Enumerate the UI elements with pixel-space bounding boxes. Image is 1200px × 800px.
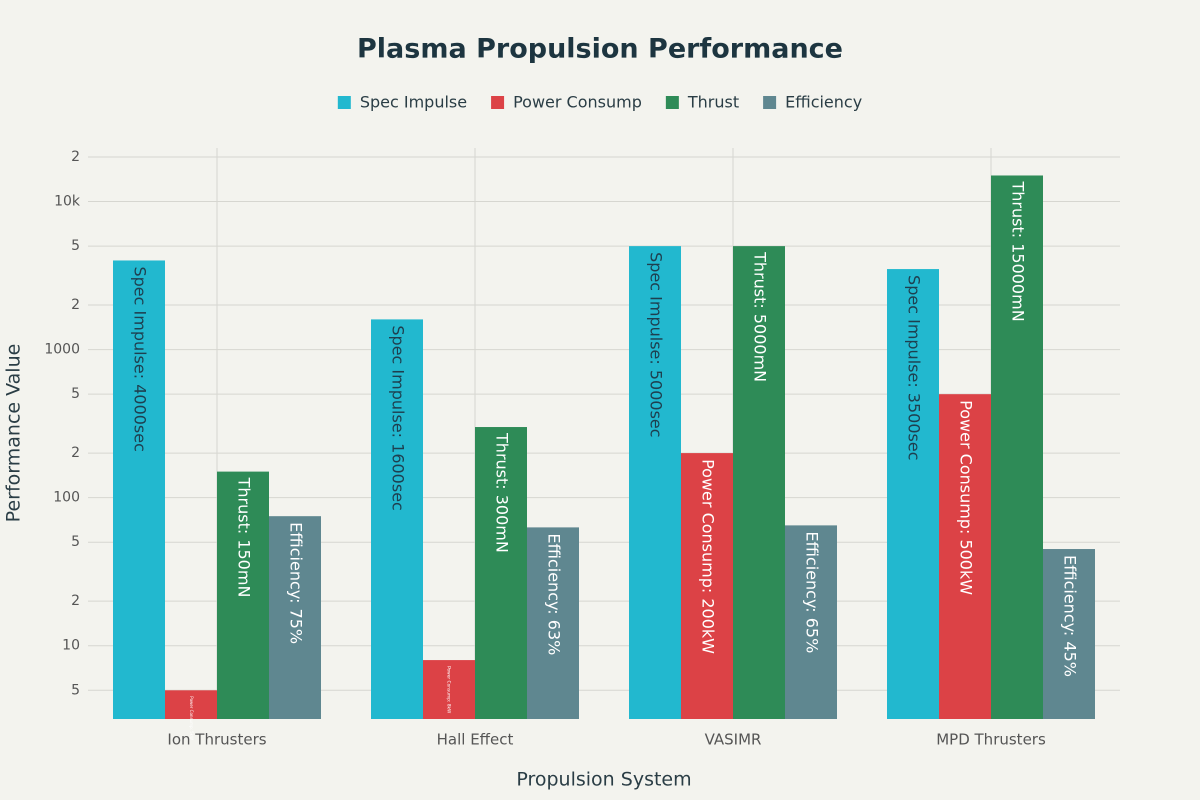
x-tick-label: MPD Thrusters	[936, 731, 1046, 749]
bar	[217, 471, 269, 719]
legend-swatch	[337, 96, 351, 109]
y-axis-label: Performance Value	[3, 344, 25, 523]
y-tick-label: 5	[71, 238, 80, 254]
legend-label: Efficiency	[785, 93, 862, 112]
legend-label: Spec Impulse	[360, 93, 467, 112]
y-tick-label: 2	[71, 149, 80, 165]
y-tick-label: 5	[71, 682, 80, 698]
y-tick-label: 2	[71, 297, 80, 313]
bar	[939, 394, 991, 719]
bar	[629, 246, 681, 719]
value-label: Power Consump: 8kW	[446, 666, 452, 714]
bar	[785, 525, 837, 719]
value-label: Efficiency: 63%	[545, 533, 564, 655]
value-label: Efficiency: 45%	[1061, 555, 1080, 677]
value-label: Thrust: 15000mN	[1009, 180, 1028, 321]
legend-label: Thrust	[687, 93, 739, 112]
value-label: Thrust: 5000mN	[751, 251, 770, 382]
bar	[423, 660, 475, 719]
y-tick-label: 1000	[44, 342, 80, 358]
value-label: Efficiency: 75%	[287, 522, 306, 644]
value-label: Power Consump: 500kW	[957, 400, 976, 595]
legend-swatch	[665, 96, 679, 109]
legend-label: Power Consump	[513, 93, 642, 112]
bar	[371, 319, 423, 719]
value-label: Efficiency: 65%	[803, 531, 822, 653]
y-tick-label: 100	[53, 490, 80, 506]
bar	[887, 269, 939, 719]
chart-title: Plasma Propulsion Performance	[357, 34, 843, 65]
value-label: Thrust: 300mN	[493, 432, 512, 553]
y-tick-label: 10k	[54, 194, 81, 210]
value-label: Spec Impulse: 4000sec	[131, 266, 150, 451]
bar	[527, 527, 579, 719]
y-tick-label: 5	[71, 534, 80, 550]
legend: Spec Impulse Power Consump Thrust Efficienc…	[337, 93, 862, 112]
value-label: Spec Impulse: 5000sec	[647, 252, 666, 437]
bar	[991, 175, 1043, 719]
y-tick-label: 2	[71, 445, 80, 461]
value-label: Spec Impulse: 1600sec	[389, 325, 408, 510]
x-tick-label: VASIMR	[705, 731, 762, 749]
bar	[165, 690, 217, 719]
value-label: Power Consump: 200kW	[699, 459, 718, 654]
y-tick-label: 5	[71, 386, 80, 402]
legend-swatch	[763, 96, 777, 109]
x-tick-label: Ion Thrusters	[167, 731, 266, 749]
bar	[733, 246, 785, 719]
bar	[475, 427, 527, 719]
bar	[1043, 549, 1095, 719]
value-label: Power Consump: 5kW	[189, 696, 194, 740]
y-tick-label: 10	[62, 638, 80, 654]
bar	[681, 453, 733, 719]
value-label: Thrust: 150mN	[235, 477, 254, 598]
bar	[113, 260, 165, 719]
bar	[269, 516, 321, 719]
value-label: Spec Impulse: 3500sec	[905, 275, 924, 460]
x-axis-label: Propulsion System	[516, 769, 691, 791]
legend-swatch	[491, 96, 505, 109]
x-tick-label: Hall Effect	[437, 731, 514, 749]
y-tick-label: 2	[71, 593, 80, 609]
